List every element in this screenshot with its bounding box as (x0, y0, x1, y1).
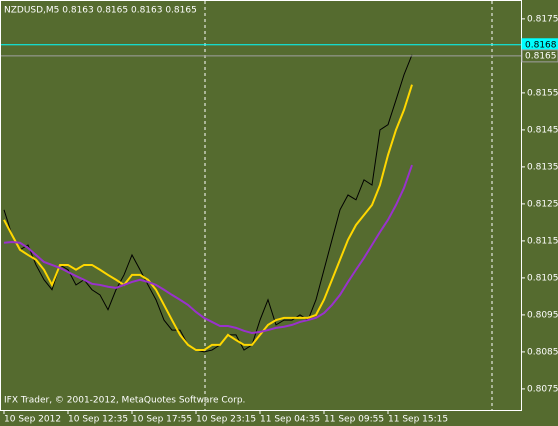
x-tick-label: 10 Sep 17:55 (132, 415, 192, 425)
y-tick-label: 0.8095 (527, 310, 558, 320)
x-tick-label: 11 Sep 04:35 (260, 415, 320, 425)
footer: IFX Trader, © 2001-2012, MetaQuotes Soft… (4, 396, 245, 406)
price-label: 0.8165 (525, 51, 557, 61)
price-label: 0.8168 (525, 40, 557, 50)
x-tick-label: 10 Sep 23:15 (196, 415, 256, 425)
series-line (3, 84, 413, 352)
y-tick-label: 0.8075 (527, 384, 558, 394)
y-tick-label: 0.8115 (527, 236, 558, 246)
y-tick-label: 0.8135 (527, 162, 558, 172)
y-tick-label: 0.8125 (527, 199, 558, 209)
plot-frame (0, 0, 522, 411)
y-tick-label: 0.8155 (527, 88, 558, 98)
price-label-box (521, 49, 558, 63)
series-line (3, 164, 413, 335)
x-tick-label: 10 Sep 2012 (4, 415, 61, 425)
x-tick-label: 11 Sep 09:55 (324, 415, 384, 425)
chart-title: NZDUSD,M5 0.8163 0.8165 0.8163 0.8165 (4, 6, 197, 16)
y-tick-label: 0.8145 (527, 125, 558, 135)
y-tick-label: 0.8105 (527, 273, 558, 283)
x-tick-label: 11 Sep 15:15 (388, 415, 448, 425)
series-line (3, 54, 413, 353)
x-tick-label: 10 Sep 12:35 (68, 415, 128, 425)
y-tick-label: 0.8085 (527, 347, 558, 357)
y-tick-label: 0.8175 (527, 14, 558, 24)
